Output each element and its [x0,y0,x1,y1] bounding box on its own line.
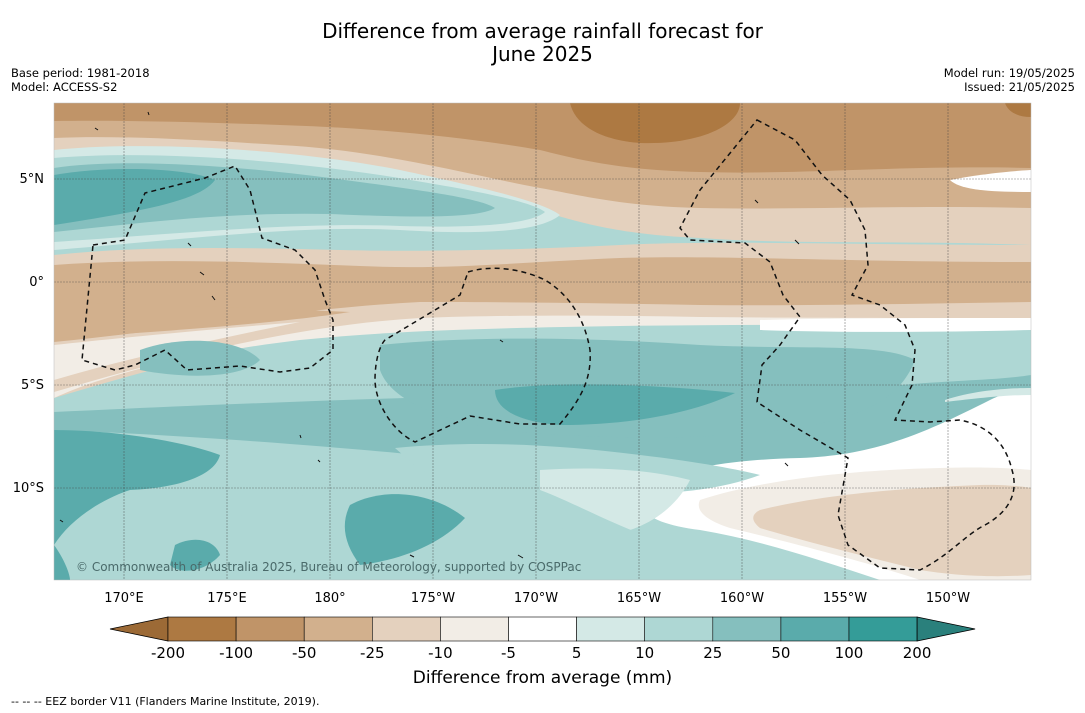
colorbar-swatch [848,616,918,642]
colorbar-swatch [576,616,645,642]
x-axis-labels: 170°E 175°E 180° 175°W 170°W 165°W 160°W… [104,591,970,606]
eez-borders [81,119,1015,571]
colorbar: -200 -100 -50 -25 -10 -5 5 10 25 50 100 200 [109,616,976,662]
islands [59,111,800,559]
colorbar-swatch [780,616,850,642]
map-title: Difference from average rainfall forecas… [0,20,1085,66]
y-tick-label: 5°S [21,378,44,393]
colorbar-extend-low [109,616,169,642]
colorbar-tick-label: 50 [771,644,790,662]
x-tick-label: 165°W [617,591,661,606]
colorbar-tick-label: 10 [635,644,654,662]
colorbar-swatch [235,616,305,642]
colorbar-tick-label: -10 [428,644,453,662]
metadata-right: Model run: 19/05/2025 Issued: 21/05/2025 [944,66,1075,94]
eez-kiribati-line [679,119,1015,571]
colorbar-extend-high [916,616,976,642]
x-tick-label: 155°W [823,591,867,606]
x-tick-label: 180° [314,591,345,606]
x-tick-label: 170°W [514,591,558,606]
x-tick-label: 170°E [104,591,144,606]
model-run-text: Model run: 19/05/2025 [943,66,1075,80]
x-tick-label: 150°W [926,591,970,606]
x-tick-label: 160°W [720,591,764,606]
colorbar-swatch [167,616,237,642]
model-text: Model: ACCESS-S2 [11,80,118,94]
graticule [54,103,1031,580]
colorbar-swatch [371,616,441,642]
y-tick-label: 10°S [13,481,44,496]
colorbar-tick-label: 200 [903,644,932,662]
colorbar-tick-label: -25 [360,644,385,662]
colorbar-swatch [303,616,373,642]
colorbar-swatch [440,616,509,642]
map-title-line1: Difference from average rainfall forecas… [322,19,763,43]
metadata-left: Base period: 1981-2018 Model: ACCESS-S2 [11,66,150,94]
colorbar-tick-label: -50 [292,644,317,662]
eez-kiribati-phoenix [374,267,591,443]
colorbar-tick-label: 25 [703,644,722,662]
colorbar-tick-label: 100 [835,644,864,662]
colorbar-title: Difference from average (mm) [412,668,673,688]
map-title-line2: June 2025 [492,42,593,66]
eez-kiribati-gilbert [81,165,334,373]
rainfall-anomaly-field [54,103,1031,580]
y-tick-label: 5°N [20,172,45,187]
base-period-text: Base period: 1981-2018 [11,66,150,80]
copyright-text: © Commonwealth of Australia 2025, Bureau… [76,560,581,574]
colorbar-tick-label: 5 [572,644,582,662]
colorbar-tick-label: -100 [219,644,253,662]
colorbar-tick-label: -200 [151,644,185,662]
issued-text: Issued: 21/05/2025 [964,80,1075,94]
eez-legend-note: -- -- -- EEZ border V11 (Flanders Marine… [11,695,320,708]
x-tick-label: 175°W [411,591,455,606]
colorbar-swatch [508,616,577,642]
y-axis-labels: 5°N 0° 5°S 10°S [13,172,44,496]
x-tick-label: 175°E [207,591,247,606]
colorbar-tick-label: -5 [501,644,516,662]
colorbar-swatch [644,616,714,642]
y-tick-label: 0° [29,275,44,290]
colorbar-swatch [712,616,782,642]
